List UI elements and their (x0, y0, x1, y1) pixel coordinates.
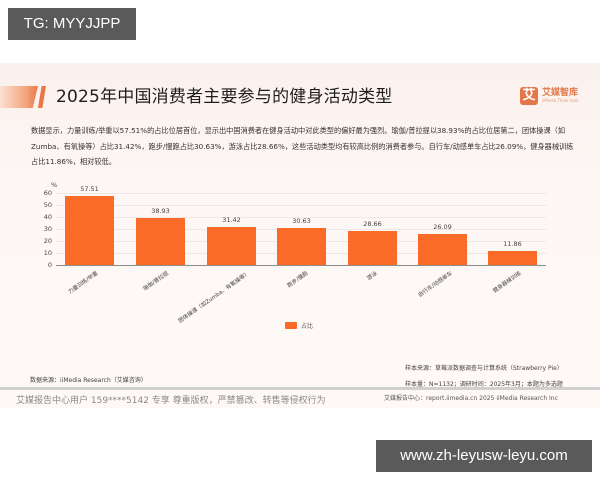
x-axis-line (56, 265, 546, 266)
title-accent-bar-icon (0, 86, 38, 108)
logo-name-cn: 艾媒智库 (542, 88, 579, 98)
x-axis-category-label: 力量训练/举重 (67, 270, 100, 296)
bar-value-label: 11.86 (503, 239, 522, 248)
bar-value-label: 38.93 (151, 207, 170, 216)
y-axis-tick: 40 (43, 213, 52, 221)
url-watermark-badge: www.zh-leyusw-leyu.com (376, 440, 592, 472)
y-axis-tick: 60 (43, 189, 52, 197)
y-axis-tick: 30 (43, 225, 52, 233)
x-axis-category-label: 跑步/慢跑 (286, 270, 310, 290)
footer-divider (0, 387, 600, 390)
y-axis-unit: % (51, 181, 58, 189)
chart-legend: 占比 (285, 321, 313, 330)
bar-7 (488, 250, 537, 265)
legend-label: 占比 (301, 323, 314, 330)
footer-site-link[interactable]: 艾媒报告中心：report.iimedia.cn 2025 iiMedia Re… (384, 395, 558, 402)
gridline (56, 193, 546, 194)
iimedia-logo: 艾 艾媒智库 iiMedia Think tank (520, 84, 579, 108)
gridline (56, 205, 546, 206)
y-axis-tick: 50 (43, 201, 52, 209)
bar-3 (207, 227, 256, 265)
x-axis-category-label: 团体操课（如Zumba、有氧操等） (177, 270, 251, 325)
x-axis-category-label: 健身器械训练 (491, 270, 523, 295)
y-axis-tick: 10 (43, 249, 52, 257)
chart-description: 数据显示，力量训练/举重以57.51%的占比位居首位，显示出中国消费者在健身活动… (31, 126, 574, 166)
bar-value-label: 57.51 (80, 184, 99, 193)
sample-source-note: 样本来源：草莓派数据调查与计算系统（Strawberry Pie） (405, 365, 563, 372)
bar-chart: % 0 10 20 30 40 50 60 57.51 力量训练/举重 38.93 瑜伽/普拉提 31… (0, 175, 600, 335)
y-axis-tick: 20 (43, 237, 52, 245)
bar-5 (348, 230, 397, 265)
bar-6 (418, 233, 467, 265)
bar-value-label: 28.66 (363, 219, 382, 228)
x-axis-category-label: 瑜伽/普拉提 (142, 270, 170, 293)
gridline (56, 217, 546, 218)
data-source-note: 数据来源：iiMedia Research（艾媒咨询） (30, 377, 147, 384)
tg-watermark-badge: TG: MYYJJPP (8, 8, 136, 40)
bar-value-label: 31.42 (222, 216, 241, 225)
bar-value-label: 26.09 (433, 222, 452, 231)
slide-header: 2025年中国消费者主要参与的健身活动类型 (0, 84, 600, 110)
bar-4 (277, 228, 326, 265)
sample-size-note: 样本量：N=1132；调研时间：2025年3月；本题为多选题 (405, 381, 563, 388)
title-slash-icon (38, 86, 46, 108)
y-axis-tick: 0 (47, 261, 52, 269)
legend-swatch-icon (285, 322, 297, 329)
copyright-watermark: 艾媒报告中心用户 159****5142 专享 尊重版权，严禁篡改、转售等侵权行… (16, 396, 326, 406)
x-axis-category-label: 游泳 (366, 270, 379, 282)
logo-name-en: iiMedia Think tank (542, 98, 579, 103)
slide-title: 2025年中国消费者主要参与的健身活动类型 (56, 87, 393, 107)
bar-value-label: 30.63 (292, 217, 311, 226)
x-axis-category-label: 自行车/动感单车 (417, 270, 454, 299)
bar-1 (65, 195, 114, 265)
bar-2 (136, 218, 185, 265)
iimedia-logo-icon: 艾 (520, 87, 538, 105)
